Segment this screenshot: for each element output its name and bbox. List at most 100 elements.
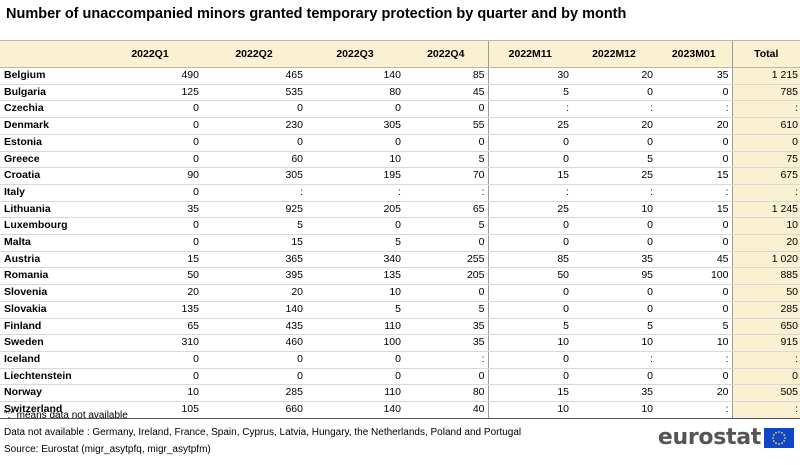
column-header: 2022Q4	[404, 40, 488, 68]
table-row: Finland 65 435 110 35 5 5 5 650	[0, 318, 800, 336]
value-cell: 10	[306, 284, 404, 302]
value-cell: 110	[306, 318, 404, 336]
value-cell: 305	[202, 167, 306, 185]
value-cell: 310	[98, 334, 202, 352]
value-cell: 10	[306, 151, 404, 169]
value-cell: 5	[306, 301, 404, 319]
value-cell: 85	[487, 251, 572, 269]
value-cell: 490	[98, 67, 202, 85]
total-cell: 1 020	[731, 251, 800, 269]
value-cell: 660	[202, 401, 306, 419]
country-cell: Lithuania	[0, 201, 98, 219]
table-row: Lithuania 35 925 205 65 25 10 15 1 245	[0, 201, 800, 219]
value-cell: 0	[572, 234, 656, 252]
column-header: 2022Q3	[306, 40, 404, 68]
value-cell: :	[202, 184, 306, 202]
value-cell: 0	[404, 100, 488, 119]
value-cell: 0	[656, 217, 732, 236]
column-header: 2022Q1	[98, 40, 202, 68]
table-row: Slovakia 135 140 5 5 0 0 0 285	[0, 301, 800, 319]
country-cell: Czechia	[0, 100, 98, 119]
flag-star	[772, 433, 775, 436]
value-cell: 110	[306, 384, 404, 403]
total-cell: :	[731, 401, 800, 419]
total-cell: 610	[731, 117, 800, 135]
country-cell: Norway	[0, 384, 98, 403]
value-cell: :	[656, 401, 732, 419]
total-cell: 1 245	[731, 201, 800, 219]
total-cell: :	[731, 350, 800, 369]
value-cell: 10	[572, 201, 656, 219]
total-cell: 285	[731, 301, 800, 319]
value-cell: 35	[404, 334, 488, 352]
value-cell: 65	[404, 201, 488, 219]
value-cell: 0	[404, 134, 488, 152]
value-cell: :	[487, 184, 572, 202]
value-cell: 85	[404, 67, 488, 85]
value-cell: 0	[656, 84, 732, 102]
value-cell: 0	[487, 350, 572, 369]
total-cell: 505	[731, 384, 800, 403]
country-cell: Luxembourg	[0, 217, 98, 236]
country-cell: Malta	[0, 234, 98, 252]
value-cell: :	[404, 350, 488, 369]
value-cell: 0	[98, 217, 202, 236]
country-cell: Slovenia	[0, 284, 98, 302]
total-cell: :	[731, 184, 800, 202]
value-cell: 140	[202, 301, 306, 319]
value-cell: 0	[202, 368, 306, 386]
value-cell: 15	[487, 384, 572, 403]
value-cell: 305	[306, 117, 404, 135]
value-cell: 45	[404, 84, 488, 102]
value-cell: 0	[98, 134, 202, 152]
value-cell: 55	[404, 117, 488, 135]
value-cell: 10	[487, 401, 572, 419]
value-cell: :	[572, 100, 656, 119]
flag-background	[764, 427, 794, 448]
table-row: Italy 0:::::::	[0, 184, 800, 202]
total-cell: 20	[731, 234, 800, 252]
value-cell: 0	[202, 350, 306, 369]
value-cell: 35	[404, 318, 488, 336]
value-cell: 20	[572, 67, 656, 85]
value-cell: 5	[572, 151, 656, 169]
value-cell: 0	[306, 134, 404, 152]
value-cell: :	[656, 184, 732, 202]
value-cell: 95	[572, 267, 656, 286]
country-cell: Bulgaria	[0, 84, 98, 102]
value-cell: 205	[404, 267, 488, 286]
table-row: Austria 15 365 340 255 85 35 45 1 020	[0, 251, 800, 269]
flag-star	[772, 436, 774, 439]
value-cell: 0	[656, 234, 732, 252]
total-cell: :	[731, 100, 800, 119]
flag-star	[781, 431, 783, 434]
table-row: Czechia 0 0 0 0::::	[0, 100, 800, 119]
value-cell: 5	[404, 301, 488, 319]
flag-star	[781, 441, 783, 444]
value-cell: 0	[98, 368, 202, 386]
column-header: Total	[731, 40, 800, 68]
value-cell: 0	[306, 350, 404, 369]
value-cell: 0	[306, 368, 404, 386]
value-cell: 0	[202, 134, 306, 152]
total-cell: 675	[731, 167, 800, 185]
value-cell: 15	[656, 201, 732, 219]
value-cell: 35	[572, 384, 656, 403]
value-cell: 0	[572, 301, 656, 319]
value-cell: 0	[98, 100, 202, 119]
value-cell: 30	[487, 67, 572, 85]
value-cell: 5	[404, 151, 488, 169]
value-cell: 105	[98, 401, 202, 419]
value-cell: 65	[98, 318, 202, 336]
value-cell: 15	[656, 167, 732, 185]
flag-star	[783, 439, 786, 442]
flag-star	[783, 433, 786, 436]
value-cell: 20	[572, 117, 656, 135]
value-cell: 0	[656, 134, 732, 152]
value-cell: 15	[202, 234, 306, 252]
column-header: 2023M01	[656, 40, 732, 68]
value-cell: 5	[306, 234, 404, 252]
total-cell: 650	[731, 318, 800, 336]
value-cell: 0	[487, 284, 572, 302]
value-cell: 0	[202, 100, 306, 119]
